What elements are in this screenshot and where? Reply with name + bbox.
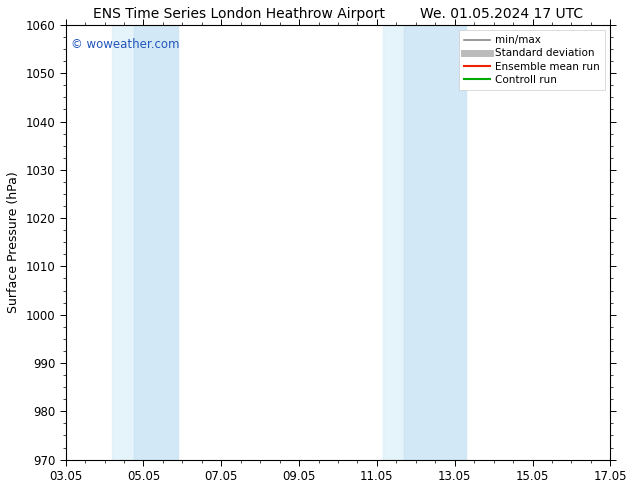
Bar — [134, 25, 179, 460]
Text: © woweather.com: © woweather.com — [71, 38, 179, 51]
Bar — [383, 25, 404, 460]
Bar — [112, 25, 134, 460]
Legend: min/max, Standard deviation, Ensemble mean run, Controll run: min/max, Standard deviation, Ensemble me… — [458, 30, 605, 90]
Title: ENS Time Series London Heathrow Airport        We. 01.05.2024 17 UTC: ENS Time Series London Heathrow Airport … — [93, 7, 583, 21]
Y-axis label: Surface Pressure (hPa): Surface Pressure (hPa) — [7, 172, 20, 313]
Bar — [404, 25, 467, 460]
